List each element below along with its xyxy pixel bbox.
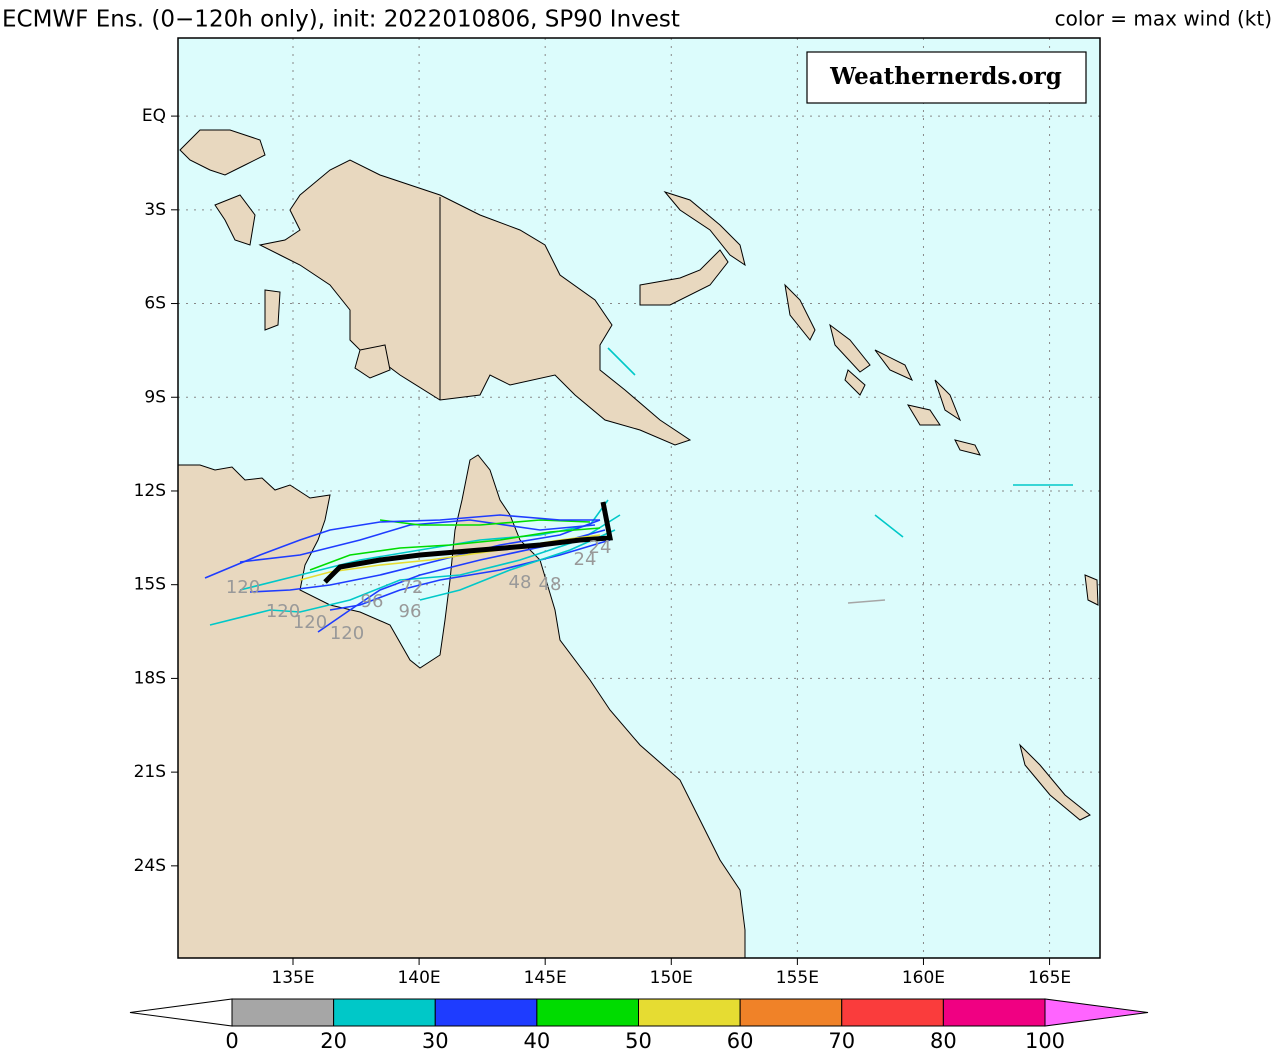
hour-label: 48	[509, 572, 532, 593]
x-tick-label: 150E	[650, 968, 693, 988]
y-tick-label: 6S	[144, 294, 166, 314]
colorbar-label: 100	[1025, 1029, 1065, 1053]
legend-note: color = max wind (kt)	[1055, 7, 1272, 31]
hour-label: 96	[399, 601, 422, 622]
hour-label: 24	[574, 549, 597, 570]
colorbar-label: 20	[320, 1029, 347, 1053]
colorbar-segment	[638, 998, 741, 1027]
hour-label: 120	[293, 612, 327, 633]
y-tick-label: 24S	[134, 856, 166, 876]
colorbar-label: 70	[828, 1029, 855, 1053]
y-tick-label: 9S	[144, 387, 166, 407]
colorbar-label: 0	[225, 1029, 238, 1053]
x-tick-label: 160E	[902, 968, 945, 988]
colorbar-segment	[841, 998, 944, 1027]
hour-labels: 120 120 120 120 96 96 72 48 48 24 24	[226, 537, 612, 644]
colorbar-segment	[942, 998, 1046, 1027]
colorbar-over	[1044, 998, 1149, 1027]
y-tick-label: EQ	[142, 106, 166, 126]
colorbar-label: 80	[930, 1029, 957, 1053]
watermark: Weathernerds.org	[829, 63, 1062, 90]
colorbar-label: 50	[625, 1029, 652, 1053]
colorbar-segment	[231, 998, 335, 1027]
colorbar-label: 40	[524, 1029, 551, 1053]
x-tick-label: 145E	[524, 968, 567, 988]
colorbar-segment	[739, 998, 843, 1027]
hour-label: 120	[330, 623, 364, 644]
colorbar-segment	[333, 998, 436, 1027]
hour-label: 72	[401, 577, 424, 598]
x-tick-label: 140E	[397, 968, 440, 988]
x-tick-label: 165E	[1028, 968, 1071, 988]
y-tick-label: 15S	[134, 575, 166, 595]
colorbar-under	[129, 998, 233, 1027]
colorbar-segment	[434, 998, 538, 1027]
hour-label: 120	[266, 601, 300, 622]
hour-label: 24	[589, 537, 612, 558]
title: ECMWF Ens. (0−120h only), init: 20220108…	[2, 7, 680, 33]
colorbar-segment	[536, 998, 639, 1027]
y-tick-label: 18S	[134, 668, 166, 688]
colorbar-label: 60	[727, 1029, 754, 1053]
map-frame	[177, 37, 1101, 959]
y-tick-label: 21S	[134, 762, 166, 782]
x-tick-label: 155E	[776, 968, 819, 988]
colorbar-label: 30	[422, 1029, 449, 1053]
ensemble-tracks	[204, 347, 1073, 633]
hour-label: 120	[226, 577, 260, 598]
watermark-box	[806, 51, 1087, 104]
hour-label: 48	[539, 574, 562, 595]
y-tick-label: 12S	[134, 481, 166, 501]
x-tick-label: 135E	[271, 968, 314, 988]
land	[177, 129, 1099, 959]
y-tick-label: 3S	[144, 200, 166, 220]
hour-label: 96	[361, 591, 384, 612]
